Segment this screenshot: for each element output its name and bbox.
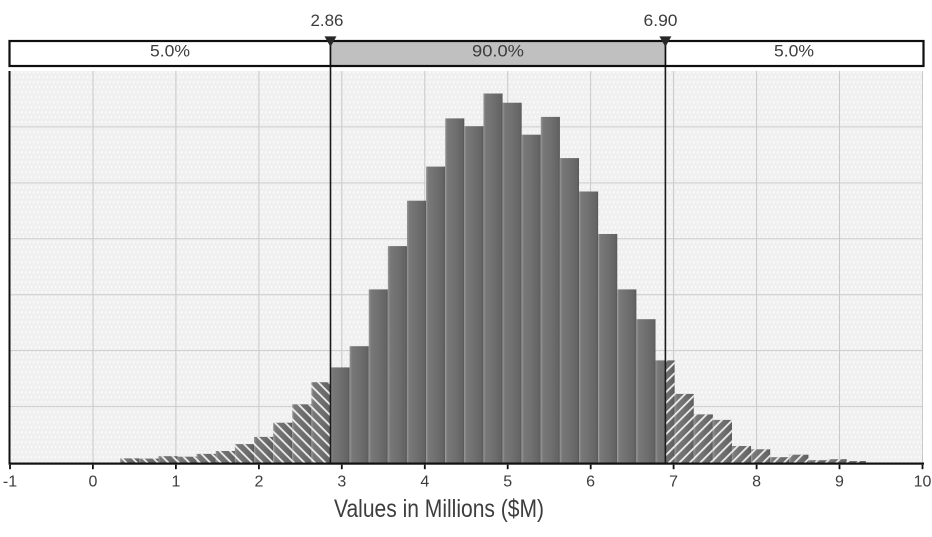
- svg-text:6.90: 6.90: [644, 12, 678, 30]
- svg-text:1: 1: [171, 474, 180, 491]
- svg-text:2: 2: [254, 474, 263, 491]
- svg-text:0: 0: [89, 474, 98, 491]
- svg-text:2.86: 2.86: [311, 12, 344, 30]
- svg-text:90.0%: 90.0%: [472, 43, 524, 61]
- svg-text:6: 6: [586, 474, 595, 491]
- svg-text:Values in Millions ($M): Values in Millions ($M): [334, 495, 544, 523]
- svg-text:10: 10: [914, 474, 932, 491]
- svg-text:9: 9: [835, 474, 844, 491]
- svg-text:5: 5: [503, 474, 512, 491]
- svg-text:8: 8: [752, 474, 761, 491]
- svg-text:7: 7: [669, 474, 678, 491]
- svg-text:5.0%: 5.0%: [774, 43, 814, 61]
- svg-text:4: 4: [420, 474, 429, 491]
- svg-text:5.0%: 5.0%: [150, 43, 190, 61]
- svg-text:-1: -1: [3, 474, 17, 491]
- svg-text:3: 3: [337, 474, 346, 491]
